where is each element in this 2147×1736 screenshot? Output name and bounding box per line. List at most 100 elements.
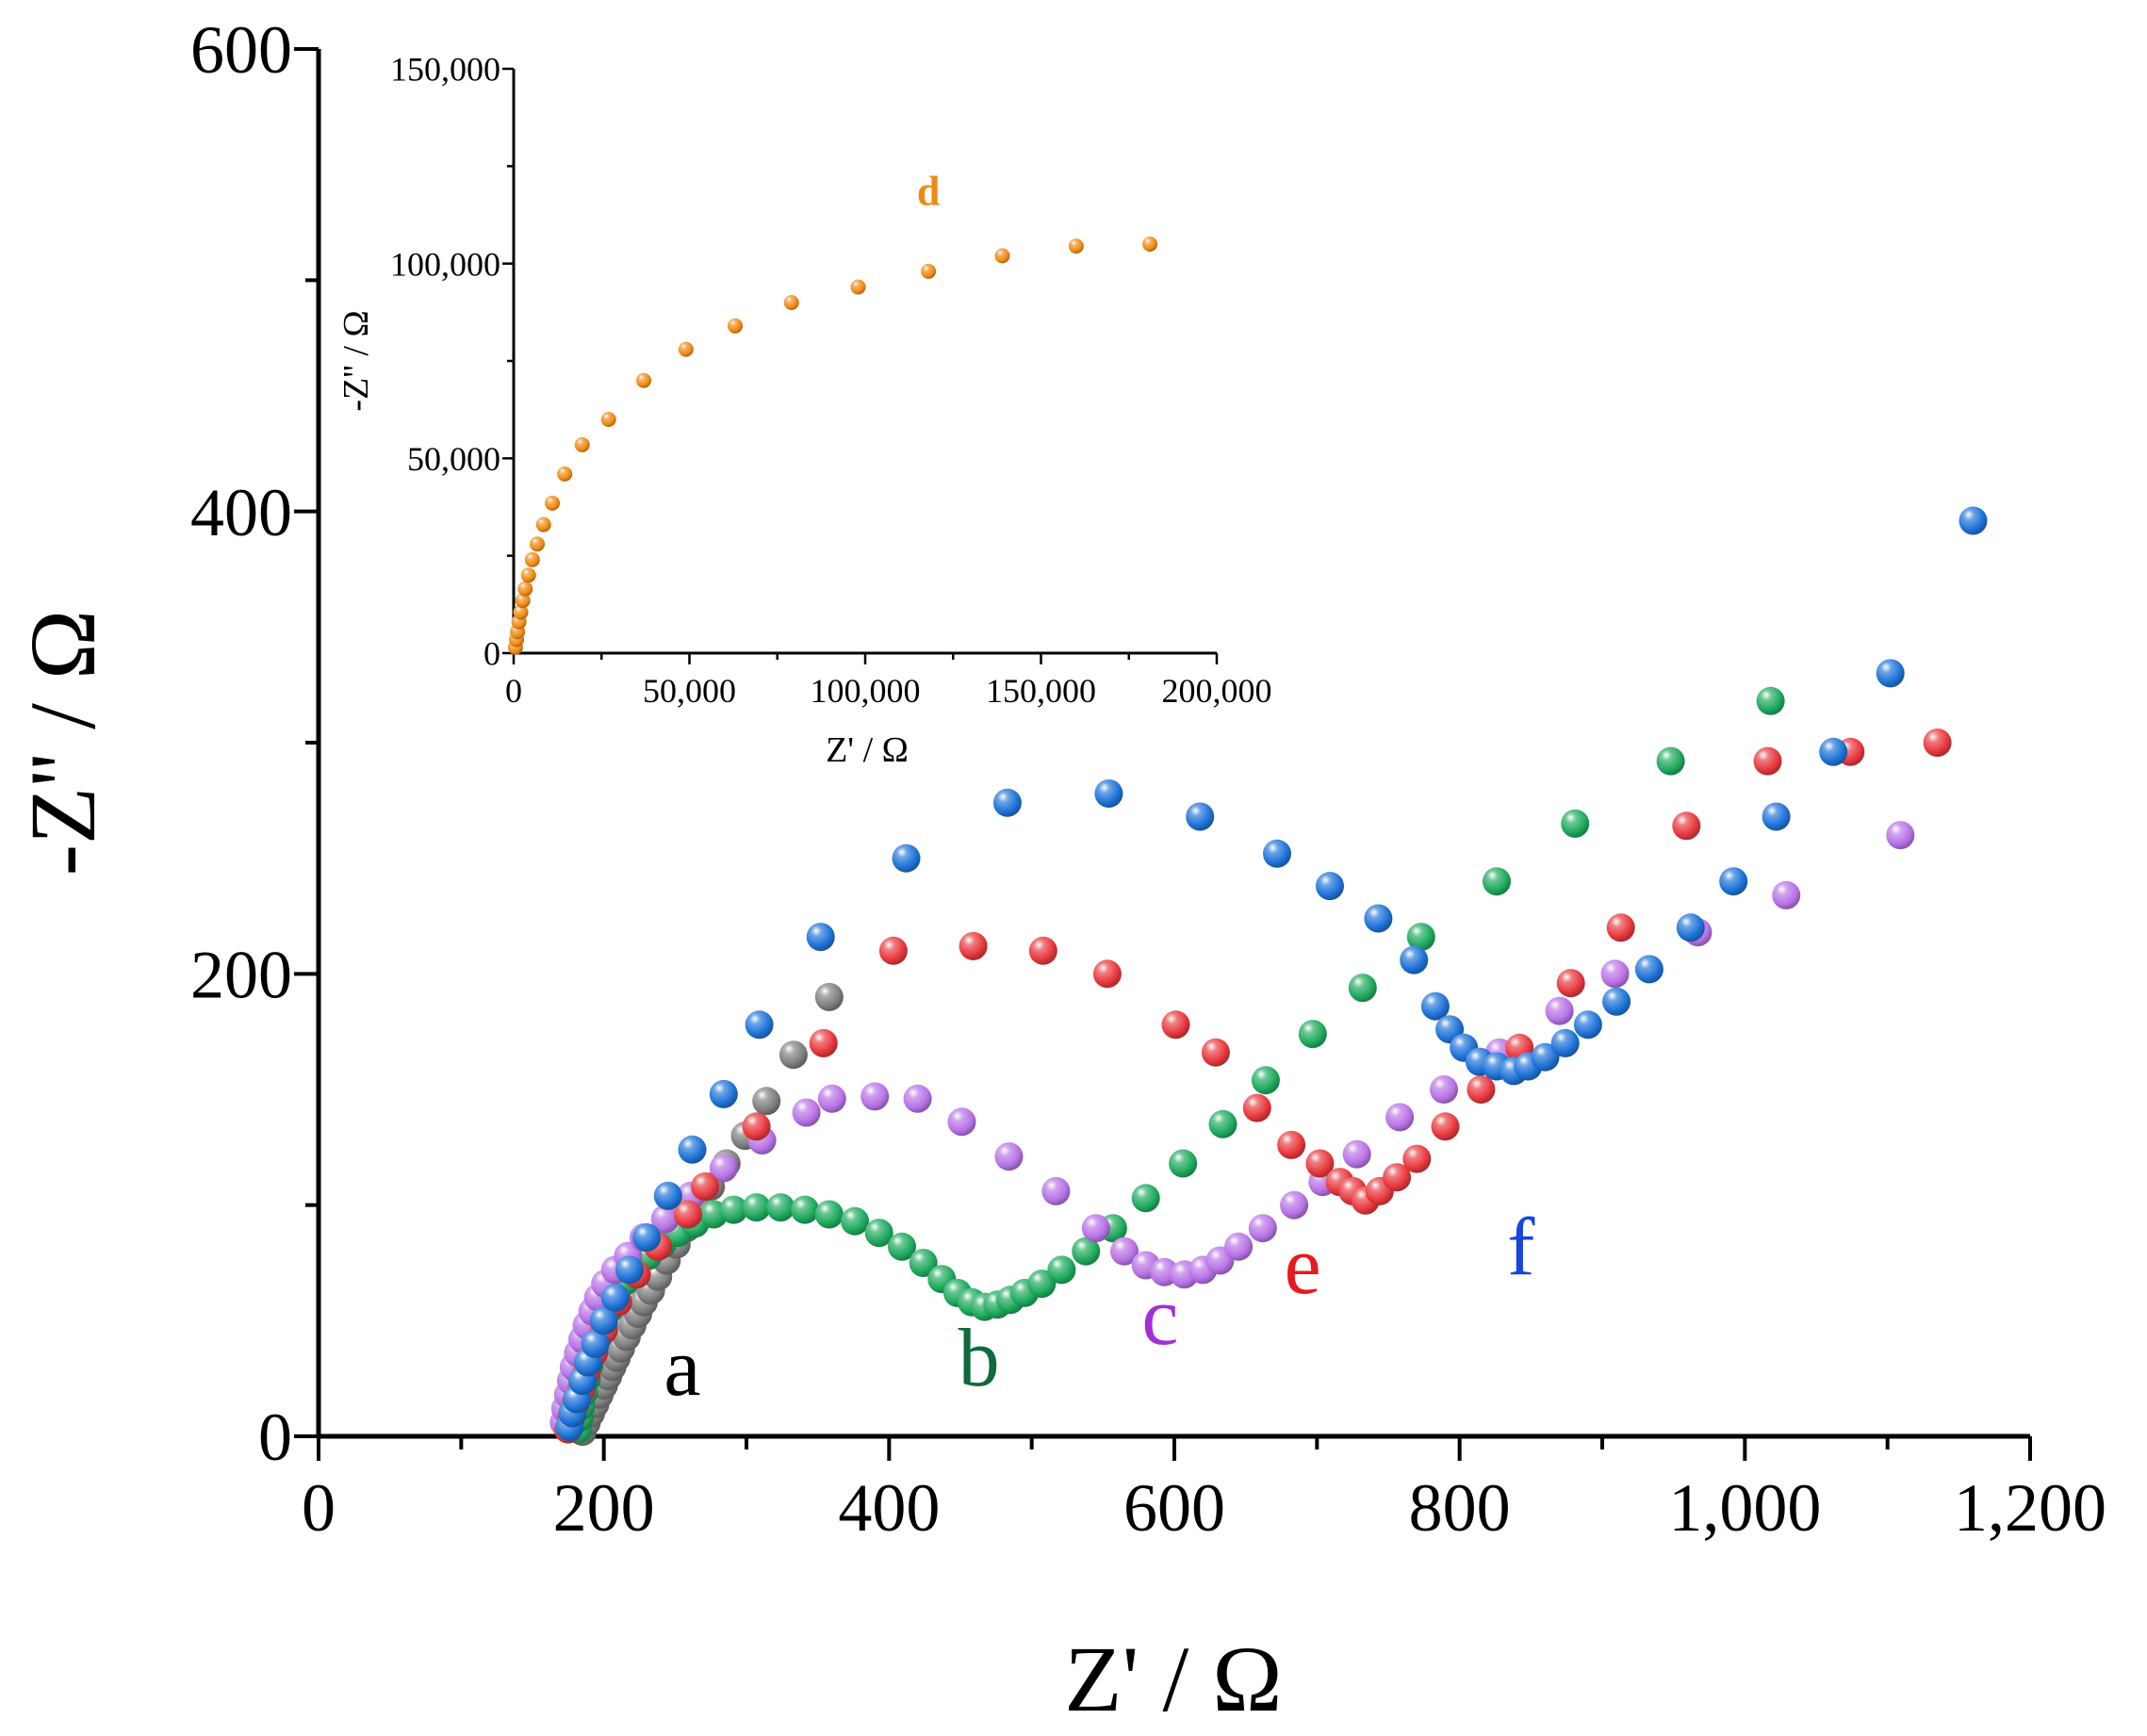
data-point-d: [1142, 237, 1158, 252]
data-point-b: [1483, 867, 1511, 896]
main-data-points: [549, 506, 1988, 1447]
series-label-c: c: [1141, 1271, 1178, 1363]
main-x-tick-label: 1,000: [1668, 1470, 1821, 1546]
data-point-f: [615, 1255, 644, 1285]
data-point-b: [1027, 1269, 1057, 1299]
data-point-c: [947, 1107, 976, 1137]
data-point-b: [791, 1195, 819, 1224]
data-point-f: [709, 1079, 738, 1108]
data-point-e: [959, 931, 988, 960]
data-point-f: [589, 1306, 618, 1335]
data-point-f: [600, 1283, 630, 1312]
data-point-f: [581, 1329, 610, 1358]
data-point-f: [653, 1181, 682, 1210]
data-point-e: [691, 1172, 720, 1201]
data-point-e: [1923, 729, 1952, 757]
data-point-b: [909, 1249, 938, 1277]
data-point-e: [1092, 959, 1122, 989]
main-x-axis-title: Z' / Ω: [1064, 1627, 1282, 1731]
inset-y-axis-title: -Z'' / Ω: [336, 310, 376, 411]
data-point-e: [674, 1200, 702, 1229]
data-point-e: [1467, 1075, 1496, 1104]
series-d-points: [507, 237, 1158, 655]
series-label-e: e: [1285, 1220, 1321, 1312]
data-point-c: [860, 1082, 890, 1111]
data-point-b: [1047, 1255, 1076, 1285]
data-point-c: [1600, 959, 1630, 989]
data-point-f: [632, 1223, 662, 1252]
data-point-c: [1041, 1176, 1071, 1205]
data-point-e: [878, 936, 908, 965]
data-point-b: [719, 1195, 748, 1224]
data-point-c: [1385, 1103, 1415, 1132]
data-point-a: [778, 1040, 808, 1070]
data-point-d: [574, 436, 590, 452]
data-point-e: [1305, 1149, 1335, 1178]
series-f-points: [555, 506, 1988, 1442]
data-point-f: [1762, 802, 1791, 831]
data-point-e: [1672, 811, 1701, 841]
data-point-e: [1606, 913, 1635, 942]
data-point-f: [1676, 913, 1705, 942]
inset-x-tick-label: 200,000: [1162, 672, 1272, 710]
data-point-d: [850, 279, 866, 295]
data-point-e: [1161, 1010, 1190, 1040]
main-y-ticks: 0 200 400 600: [190, 12, 319, 1475]
data-point-f: [1186, 802, 1215, 831]
data-point-c: [1545, 996, 1574, 1025]
data-point-f: [1550, 1028, 1580, 1057]
data-point-d: [520, 567, 536, 583]
data-point-b: [742, 1193, 771, 1222]
data-point-b: [1561, 809, 1590, 838]
data-point-b: [1169, 1149, 1198, 1178]
main-y-tick-label: 600: [190, 12, 292, 88]
data-point-d: [513, 604, 529, 620]
data-point-c: [1342, 1139, 1371, 1169]
data-point-b: [841, 1206, 869, 1236]
data-point-d: [783, 295, 799, 310]
data-point-d: [515, 593, 531, 609]
data-point-b: [1208, 1109, 1237, 1138]
data-point-f: [1316, 872, 1344, 901]
data-point-e: [1431, 1112, 1460, 1141]
main-y-tick-label: 400: [190, 475, 292, 550]
series-label-b: b: [959, 1313, 1000, 1404]
data-point-d: [545, 495, 560, 511]
inset-x-ticks: 0 50,000 100,000 150,000 200,000: [505, 653, 1272, 710]
data-point-b: [888, 1232, 916, 1261]
data-point-b: [864, 1219, 893, 1248]
data-point-c: [1248, 1214, 1277, 1243]
main-x-ticks: 0 200 400 600 800 1,000 1,200: [302, 1436, 2106, 1546]
data-point-c: [1772, 880, 1801, 909]
data-point-f: [1400, 945, 1429, 974]
data-point-f: [806, 923, 835, 952]
data-point-f: [1634, 955, 1664, 984]
data-point-d: [530, 536, 545, 552]
data-point-d: [557, 466, 573, 482]
inset-data-points: [507, 237, 1158, 655]
main-y-tick-label: 0: [258, 1400, 292, 1475]
data-point-a: [752, 1087, 781, 1116]
data-point-a: [814, 982, 844, 1011]
data-point-e: [1201, 1038, 1230, 1067]
data-point-f: [1602, 987, 1631, 1016]
main-x-tick-label: 200: [553, 1470, 655, 1546]
data-point-f: [1364, 904, 1393, 933]
data-point-b: [766, 1193, 795, 1222]
data-point-c: [994, 1142, 1024, 1171]
data-point-d: [921, 263, 937, 279]
data-point-c: [1110, 1236, 1139, 1266]
data-point-b: [1072, 1236, 1101, 1266]
data-point-d: [1068, 238, 1084, 254]
inset-y-tick-label: 50,000: [407, 440, 500, 478]
data-point-c: [1886, 821, 1915, 850]
data-point-d: [524, 551, 540, 567]
data-point-d: [600, 412, 616, 427]
data-point-e: [1242, 1093, 1271, 1122]
data-point-b: [1131, 1184, 1160, 1213]
data-point-f: [1094, 779, 1123, 808]
series-label-d: d: [917, 169, 940, 215]
data-point-d: [678, 341, 694, 357]
data-point-b: [1656, 746, 1685, 776]
data-point-f: [745, 1010, 774, 1040]
